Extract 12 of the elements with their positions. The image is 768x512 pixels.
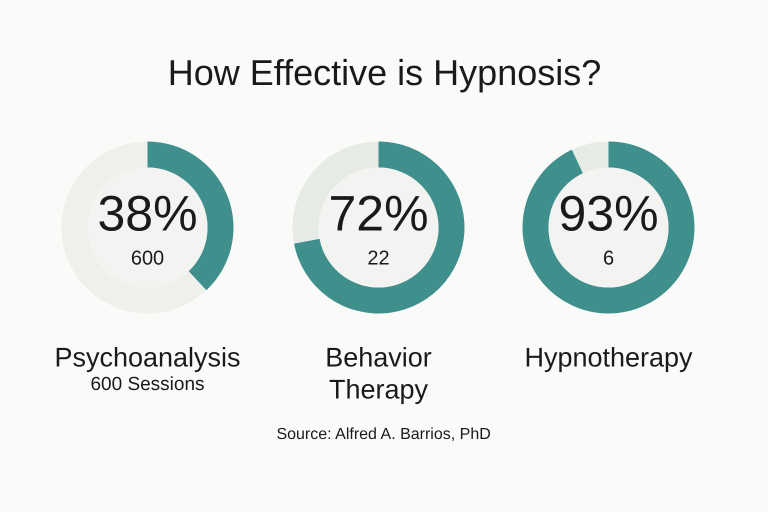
data-label: 38% [97,186,198,242]
data-label: 93% [558,186,659,242]
text: 600 [130,248,164,270]
source-note: Source: Alfred A. Barrios, PhD [276,426,491,443]
data-label: 72% [328,186,429,242]
text: Hypnotherapy [524,342,694,372]
text: How Effective is Hypnosis? [168,52,602,93]
text: Behavior Therapy [325,342,432,404]
text: 22 [367,248,390,270]
text: 6 [602,248,614,270]
text: 600 Sessions [90,374,205,395]
text: Psychoanalysis [54,342,241,372]
